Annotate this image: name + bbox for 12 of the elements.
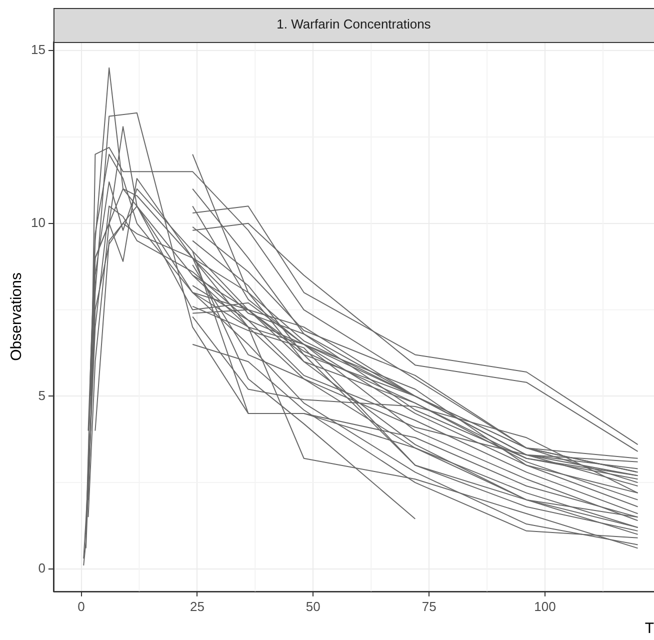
y-tick-label: 15 — [30, 42, 46, 58]
x-tick-label: 50 — [306, 598, 320, 614]
x-tick-label: 100 — [534, 598, 556, 614]
chart-title: 1. Warfarin Concentrations — [276, 16, 432, 32]
x-tick-label: 0 — [78, 598, 85, 614]
y-tick-label: 5 — [38, 388, 46, 403]
x-tick-label: 75 — [422, 598, 436, 614]
y-axis-title: Observations — [8, 272, 26, 361]
x-axis-title: T — [644, 620, 654, 638]
y-tick-label: 0 — [38, 560, 46, 576]
x-tick-label: 25 — [190, 598, 204, 614]
y-tick-label: 10 — [30, 214, 46, 230]
